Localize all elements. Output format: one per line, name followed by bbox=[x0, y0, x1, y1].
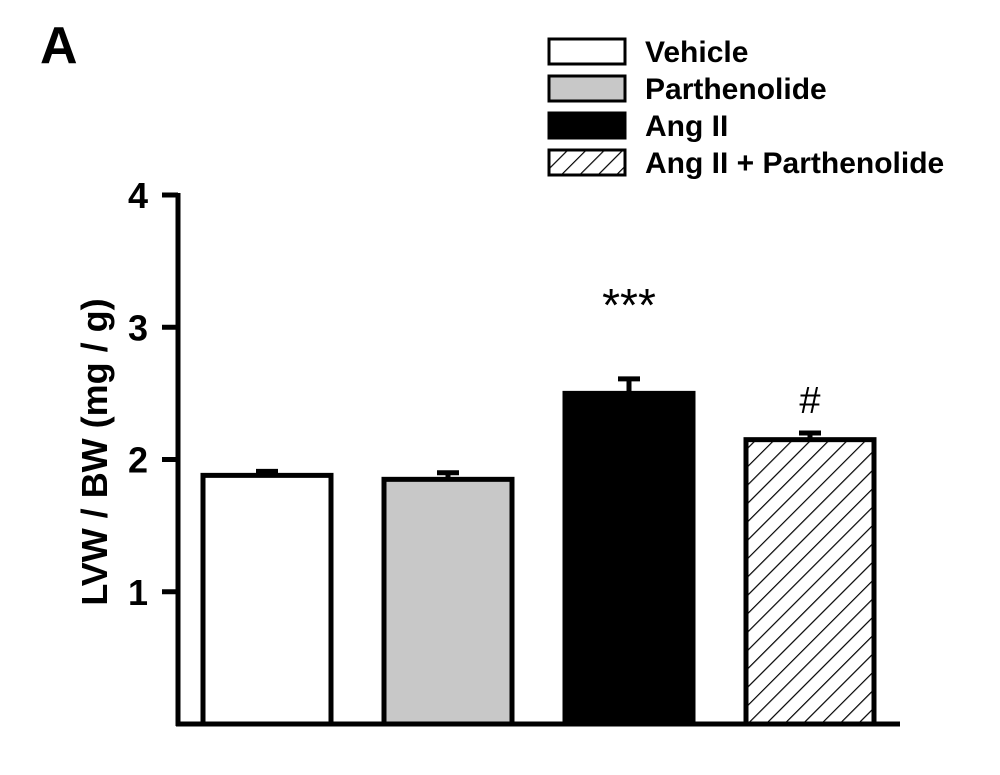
legend-label-2: Ang II bbox=[645, 110, 728, 143]
legend-swatch-2 bbox=[547, 111, 627, 140]
panel-label: A bbox=[40, 17, 78, 75]
error-bars bbox=[256, 376, 821, 480]
significance-mark-2: *** bbox=[602, 279, 656, 331]
legend-label-1: Parthenolide bbox=[645, 73, 827, 106]
y-tick-label-3: 3 bbox=[128, 307, 148, 348]
bar-ang-ii-parthenolide bbox=[743, 437, 877, 727]
legend-swatch-1 bbox=[547, 74, 627, 103]
legend-swatch-0 bbox=[547, 37, 627, 66]
y-tick-label-4: 4 bbox=[128, 175, 148, 216]
bars bbox=[200, 390, 877, 727]
legend-label-0: Vehicle bbox=[645, 36, 748, 69]
legend: Vehicle Parthenolide Ang II Ang II + Parthe… bbox=[547, 36, 944, 180]
legend-swatch-3 bbox=[547, 148, 627, 177]
bar-vehicle bbox=[200, 472, 334, 727]
y-axis-label: LVW / BW (mg / g) bbox=[74, 298, 115, 605]
significance-mark-3: # bbox=[799, 380, 820, 422]
bar-parthenolide bbox=[381, 476, 515, 727]
y-axis: 1 2 3 4 bbox=[128, 175, 181, 726]
y-tick-label-1: 1 bbox=[128, 572, 148, 613]
legend-label-3: Ang II + Parthenolide bbox=[645, 147, 944, 180]
significance-annotations: *** # bbox=[602, 279, 820, 422]
y-tick-label-2: 2 bbox=[128, 440, 148, 481]
bar-ang-ii bbox=[562, 390, 696, 727]
